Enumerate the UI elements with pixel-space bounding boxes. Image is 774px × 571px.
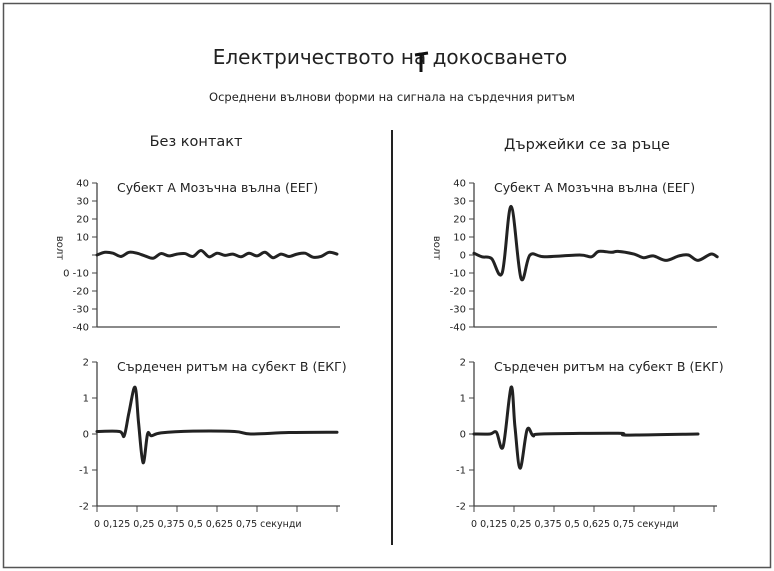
y-tick-label: 0: [83, 430, 89, 441]
series-line: [472, 204, 719, 282]
chart-panel-1: 40 30 20 10 0 -10 -20 -30 -40 Субект А Мозъчна в…: [54, 179, 340, 334]
y-tick-label: 20: [453, 215, 466, 226]
y-tick-label: 30: [453, 197, 466, 208]
series-line: [95, 385, 339, 465]
y-tick-label: 1: [83, 394, 89, 405]
panel-title: Субект А Мозъчна вълна (ЕЕГ): [117, 180, 318, 195]
y-tick-label: 0: [460, 251, 466, 262]
y-tick-label: -1: [456, 466, 466, 477]
y-tick-label: 20: [76, 215, 89, 226]
y-tick-label: -2: [79, 502, 89, 513]
y-tick-label: 40: [76, 179, 89, 190]
y-tick-label: 1: [460, 394, 466, 405]
y-tick-label: 40: [453, 179, 466, 190]
y-tick-label: -30: [450, 305, 466, 316]
panel-title: Сърдечен ритъм на субект B (ЕКГ): [494, 359, 724, 374]
panel-title: Сърдечен ритъм на субект B (ЕКГ): [117, 359, 347, 374]
y-tick-label: 0: [460, 430, 466, 441]
y-tick-label: -30: [73, 305, 89, 316]
x-axis-label: 0 0,125 0,25 0,375 0,5 0,625 0,75 секунд…: [471, 519, 679, 530]
x-axis-label: 0 0,125 0,25 0,375 0,5 0,625 0,75 секунд…: [94, 519, 302, 530]
y-tick-label: 30: [76, 197, 89, 208]
chart-panel-2: 2 1 0 -1 -2 0 0,125 0,25 0,375 0,5 0,625 0,75…: [79, 358, 347, 531]
y-tick-label: 2: [460, 358, 466, 369]
y-tick-label: -2: [456, 502, 466, 513]
y-axis-label: волт: [54, 236, 65, 260]
y-tick-label: 10: [453, 233, 466, 244]
y-tick-label: -40: [450, 323, 466, 334]
y-tick-label: -40: [73, 323, 89, 334]
text-cursor-icon: [414, 51, 429, 72]
y-tick-label: 10: [76, 233, 89, 244]
y-tick-label: -1: [79, 466, 89, 477]
subtitle: Осреднени вълнови форми на сигнала на съ…: [209, 90, 575, 104]
y-tick-label: 2: [83, 358, 89, 369]
chart-panel-3: 40 30 20 10 0 -10 -20 -30 -40 Субект А Мозъчна въ…: [431, 179, 719, 334]
chart-panel-4: 2 1 0 -1 -2 0 0,125 0,25 0,375 0,5 0,625 0,75…: [456, 358, 724, 531]
y-tick-label: -20: [73, 287, 89, 298]
y-tick-label: -10: [450, 269, 466, 280]
panel-title: Субект А Мозъчна вълна (ЕЕГ): [494, 180, 695, 195]
series-line: [95, 249, 339, 260]
y-axis-label: волт: [431, 236, 442, 260]
series-line: [472, 385, 700, 470]
main-title: Електричеството на докосването: [213, 45, 568, 69]
column-title-right: Държейки се за ръце: [504, 137, 670, 153]
y-tick-label: -20: [450, 287, 466, 298]
y-tick-label: 0 -10: [63, 269, 89, 280]
column-title-left: Без контакт: [150, 134, 243, 150]
